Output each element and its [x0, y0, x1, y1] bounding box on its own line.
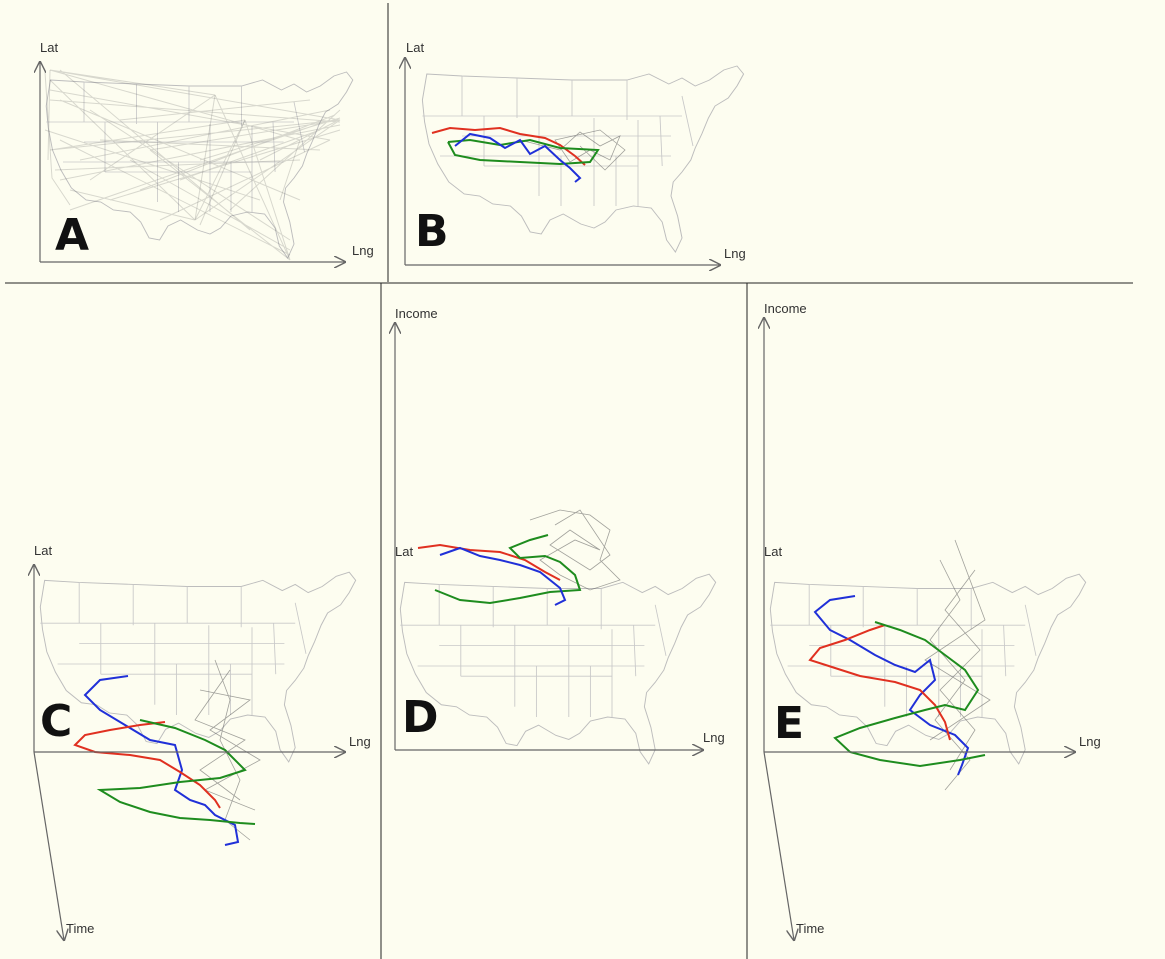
d-x-axis-label: Lng — [703, 730, 725, 745]
panel-e: Income Lat Lng Time E — [764, 301, 1101, 940]
c-y-axis-label: Lat — [34, 543, 52, 558]
b-y-axis-label: Lat — [406, 40, 424, 55]
d-income-axis-label: Income — [395, 306, 438, 321]
panel-dividers — [5, 3, 1133, 959]
b-x-axis-label: Lng — [724, 246, 746, 261]
panel-b: Lat Lng B — [405, 40, 746, 265]
c-time-axis-label: Time — [66, 921, 94, 936]
panel-a: Lat Lng A — [40, 40, 374, 262]
panel-c: Lat Lng Time C — [34, 543, 371, 940]
a-panel-label: A — [55, 210, 89, 261]
d-y-axis-label: Lat — [395, 544, 413, 559]
e-time-axis-label: Time — [796, 921, 824, 936]
c-x-axis-label: Lng — [349, 734, 371, 749]
e-panel-label: E — [774, 698, 804, 749]
flight-network — [44, 69, 341, 261]
e-x-axis-label: Lng — [1079, 734, 1101, 749]
panel-d: Income Lat Lng D — [395, 306, 725, 765]
e-y-axis-label: Lat — [764, 544, 782, 559]
b-panel-label: B — [415, 206, 449, 257]
a-x-axis-label: Lng — [352, 243, 374, 258]
e-income-axis-label: Income — [764, 301, 807, 316]
d-panel-label: D — [402, 692, 439, 743]
c-panel-label: C — [40, 696, 72, 747]
a-y-axis-label: Lat — [40, 40, 58, 55]
